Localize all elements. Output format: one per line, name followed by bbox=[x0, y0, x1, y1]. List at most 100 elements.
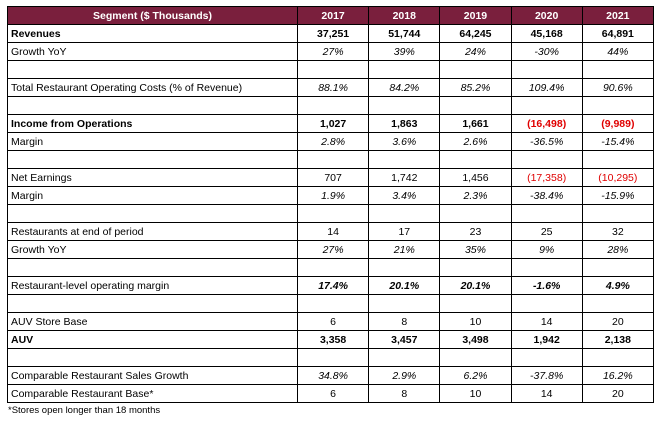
empty-cell bbox=[510, 150, 583, 169]
year-header: 2018 bbox=[368, 6, 441, 25]
empty-cell bbox=[510, 258, 583, 277]
value-cell-2017: 6 bbox=[296, 312, 370, 331]
value-cell-2021: 64,891 bbox=[581, 24, 654, 43]
value-cell-2018: 1,742 bbox=[368, 168, 441, 187]
row-label: Total Restaurant Operating Costs (% of R… bbox=[7, 78, 298, 97]
empty-cell bbox=[368, 204, 441, 223]
spacer-row bbox=[7, 60, 654, 79]
spacer-row bbox=[7, 96, 654, 115]
empty-cell bbox=[439, 204, 512, 223]
value-cell-2017: 27% bbox=[296, 42, 370, 61]
empty-cell bbox=[439, 150, 512, 169]
value-cell-2020: 1,942 bbox=[510, 330, 583, 349]
value-cell-2018: 3.6% bbox=[368, 132, 441, 151]
spacer-row bbox=[7, 204, 654, 223]
value-cell-2019: 2.3% bbox=[439, 186, 512, 205]
value-cell-2021: (10,295) bbox=[581, 168, 654, 187]
table-row-comparable-restaurant-base: Comparable Restaurant Base* 6 8 10 14 20 bbox=[7, 384, 654, 403]
table-row-total-restaurant-operating-costs-of-revenue: Total Restaurant Operating Costs (% of R… bbox=[7, 78, 654, 97]
empty-cell bbox=[368, 348, 441, 367]
empty-cell bbox=[581, 150, 654, 169]
value-cell-2018: 20.1% bbox=[368, 276, 441, 295]
empty-cell bbox=[368, 96, 441, 115]
row-label: Comparable Restaurant Base* bbox=[7, 384, 298, 403]
empty-cell bbox=[439, 294, 512, 313]
value-cell-2017: 14 bbox=[296, 222, 370, 241]
value-cell-2017: 6 bbox=[296, 384, 370, 403]
spacer-row bbox=[7, 150, 654, 169]
empty-cell bbox=[296, 294, 370, 313]
empty-cell bbox=[510, 60, 583, 79]
row-label: Margin bbox=[7, 132, 298, 151]
table-row-auv-store-base: AUV Store Base 6 8 10 14 20 bbox=[7, 312, 654, 331]
empty-cell bbox=[439, 348, 512, 367]
row-label: Restaurants at end of period bbox=[7, 222, 298, 241]
value-cell-2021: 90.6% bbox=[581, 78, 654, 97]
value-cell-2020: -30% bbox=[510, 42, 583, 61]
value-cell-2021: 16.2% bbox=[581, 366, 654, 385]
value-cell-2018: 3,457 bbox=[368, 330, 441, 349]
value-cell-2020: -37.8% bbox=[510, 366, 583, 385]
empty-cell bbox=[581, 60, 654, 79]
empty-cell bbox=[7, 258, 298, 277]
table-row-growth-yoy: Growth YoY 27% 39% 24% -30% 44% bbox=[7, 42, 654, 61]
empty-cell bbox=[439, 258, 512, 277]
value-cell-2019: 10 bbox=[439, 384, 512, 403]
value-cell-2019: 20.1% bbox=[439, 276, 512, 295]
empty-cell bbox=[581, 348, 654, 367]
empty-cell bbox=[7, 348, 298, 367]
value-cell-2020: 9% bbox=[510, 240, 583, 259]
value-cell-2021: (9,989) bbox=[581, 114, 654, 133]
value-cell-2021: 4.9% bbox=[581, 276, 654, 295]
empty-cell bbox=[510, 348, 583, 367]
spacer-row bbox=[7, 294, 654, 313]
header-row: Segment ($ Thousands) 2017 2018 2019 202… bbox=[7, 6, 654, 25]
row-label: Growth YoY bbox=[7, 240, 298, 259]
empty-cell bbox=[296, 258, 370, 277]
value-cell-2019: 35% bbox=[439, 240, 512, 259]
table-row-margin: Margin 2.8% 3.6% 2.6% -36.5% -15.4% bbox=[7, 132, 654, 151]
empty-cell bbox=[581, 204, 654, 223]
value-cell-2021: -15.9% bbox=[581, 186, 654, 205]
value-cell-2019: 2.6% bbox=[439, 132, 512, 151]
table-row-margin: Margin 1.9% 3.4% 2.3% -38.4% -15.9% bbox=[7, 186, 654, 205]
value-cell-2020: -36.5% bbox=[510, 132, 583, 151]
spacer-row bbox=[7, 348, 654, 367]
financial-table: Segment ($ Thousands) 2017 2018 2019 202… bbox=[7, 6, 654, 403]
table-row-restaurant-level-operating-margin: Restaurant-level operating margin 17.4% 20… bbox=[7, 276, 654, 295]
value-cell-2020: -1.6% bbox=[510, 276, 583, 295]
value-cell-2017: 1.9% bbox=[296, 186, 370, 205]
empty-cell bbox=[368, 294, 441, 313]
spacer-row bbox=[7, 258, 654, 277]
empty-cell bbox=[7, 204, 298, 223]
value-cell-2020: 14 bbox=[510, 384, 583, 403]
value-cell-2017: 17.4% bbox=[296, 276, 370, 295]
segment-header: Segment ($ Thousands) bbox=[7, 6, 298, 25]
year-header: 2017 bbox=[296, 6, 370, 25]
value-cell-2018: 39% bbox=[368, 42, 441, 61]
row-label: Growth YoY bbox=[7, 42, 298, 61]
value-cell-2017: 88.1% bbox=[296, 78, 370, 97]
value-cell-2018: 8 bbox=[368, 312, 441, 331]
value-cell-2017: 27% bbox=[296, 240, 370, 259]
empty-cell bbox=[368, 258, 441, 277]
value-cell-2018: 21% bbox=[368, 240, 441, 259]
value-cell-2018: 84.2% bbox=[368, 78, 441, 97]
value-cell-2020: 25 bbox=[510, 222, 583, 241]
value-cell-2019: 64,245 bbox=[439, 24, 512, 43]
value-cell-2021: 20 bbox=[581, 384, 654, 403]
table-body: Revenues 37,251 51,744 64,245 45,168 64,891 Gr… bbox=[7, 24, 654, 403]
value-cell-2018: 2.9% bbox=[368, 366, 441, 385]
row-label: Restaurant-level operating margin bbox=[7, 276, 298, 295]
empty-cell bbox=[368, 60, 441, 79]
empty-cell bbox=[368, 150, 441, 169]
value-cell-2021: 2,138 bbox=[581, 330, 654, 349]
year-header: 2021 bbox=[581, 6, 654, 25]
empty-cell bbox=[439, 60, 512, 79]
table-row-auv: AUV 3,358 3,457 3,498 1,942 2,138 bbox=[7, 330, 654, 349]
table-row-restaurants-at-end-of-period: Restaurants at end of period 14 17 23 25 32 bbox=[7, 222, 654, 241]
row-label: AUV bbox=[7, 330, 298, 349]
empty-cell bbox=[510, 204, 583, 223]
empty-cell bbox=[296, 204, 370, 223]
value-cell-2017: 3,358 bbox=[296, 330, 370, 349]
